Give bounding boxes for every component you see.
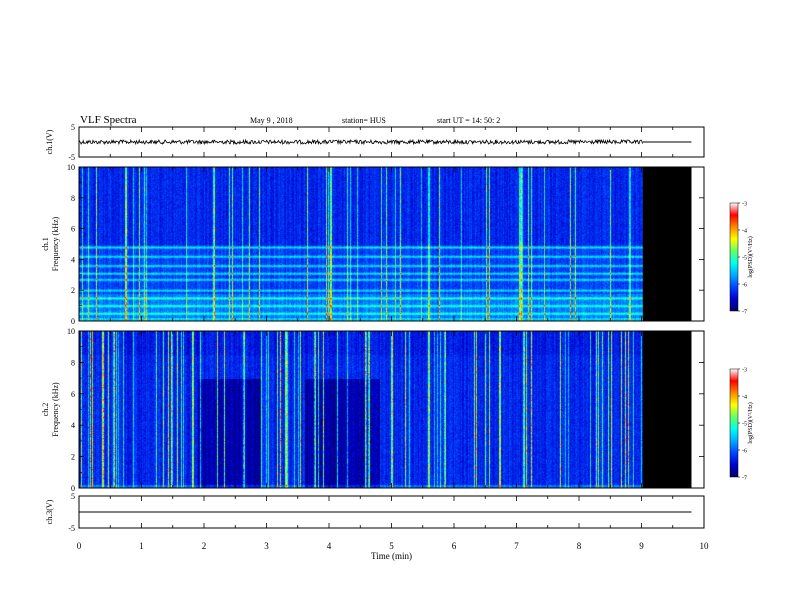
colorbar-tick-label: -4 <box>742 229 747 235</box>
ch2-ylabel-channel: ch.2 <box>41 403 50 417</box>
ch1-waveform-panel: 5 -5 ch.1(V) <box>45 123 705 162</box>
y-tick-label: 4 <box>71 421 75 430</box>
y-tick-label: 10 <box>67 163 75 172</box>
colorbar-tick-label: -3 <box>742 202 747 208</box>
y-tick-label: 5 <box>71 123 75 132</box>
colorbar-tick-label: -5 <box>742 256 747 262</box>
ch3-ylabel: ch.3(V) <box>45 499 54 524</box>
colorbar-tick-label: -4 <box>742 395 747 401</box>
ch2-colorbar-label: log(PSD)(V²/Hz) <box>747 402 754 443</box>
ch1-spectrogram-panel: 0 2 4 6 8 10 ch.1 Frequency (kHz) <box>41 163 705 326</box>
y-tick-label: 4 <box>71 255 75 264</box>
x-axis-label: Time (min) <box>371 551 412 561</box>
y-tick-label: 5 <box>71 492 75 501</box>
colorbar-tick-label: -7 <box>742 476 747 482</box>
y-tick-label: 8 <box>71 194 75 203</box>
ch2-ylabel-frequency: Frequency (kHz) <box>51 382 60 437</box>
x-tick-label: 6 <box>452 541 457 551</box>
ch2-colorbar: -3 -4 -5 -6 -7 log(PSD)(V²/Hz) <box>729 368 754 482</box>
colorbar-tick-label: -6 <box>742 449 747 455</box>
x-tick-label: 4 <box>327 541 332 551</box>
ch1-colorbar-rect <box>729 202 739 312</box>
colorbar-tick-label: -3 <box>742 368 747 374</box>
y-tick-label: 10 <box>67 327 75 336</box>
ch1-ylabel-channel: ch.1 <box>41 237 50 251</box>
ch2-spectrogram-panel: 0 2 4 6 8 10 ch.2 Frequency (kHz) <box>41 327 705 493</box>
x-tick-label: 7 <box>514 541 519 551</box>
ch1-colorbar-label: log(PSD)(V²/Hz) <box>747 236 754 277</box>
x-tick-label: 1 <box>139 541 144 551</box>
y-tick-label: 6 <box>71 225 75 234</box>
ch1-no-data-block <box>642 167 692 321</box>
ch2-spectrogram-image <box>79 331 643 488</box>
x-tick-label: 3 <box>264 541 269 551</box>
ch1-spectrogram-image <box>79 167 643 321</box>
ch2-colorbar-rect <box>729 368 739 478</box>
y-tick-label: 6 <box>71 390 75 399</box>
date-label: May 9 , 2018 <box>250 116 293 125</box>
x-tick-label: 8 <box>577 541 582 551</box>
ch1-colorbar: -3 -4 -5 -6 -7 log(PSD)(V²/Hz) <box>729 202 754 316</box>
y-tick-label: -5 <box>68 524 75 533</box>
x-tick-label: 10 <box>700 541 710 551</box>
ch1-waveform-trace <box>78 138 643 146</box>
y-tick-label: 0 <box>71 484 75 493</box>
y-tick-label: 0 <box>71 317 75 326</box>
colorbar-tick-label: -5 <box>742 422 747 428</box>
ch1-ylabel-frequency: Frequency (kHz) <box>51 216 60 271</box>
figure-title: VLF Spectra <box>80 114 137 126</box>
y-tick-label: 8 <box>71 358 75 367</box>
y-tick-label: 2 <box>71 286 75 295</box>
x-tick-label: 5 <box>389 541 394 551</box>
colorbar-tick-label: -7 <box>742 310 747 316</box>
x-tick-label: 2 <box>202 541 207 551</box>
y-tick-label: 2 <box>71 453 75 462</box>
start-time-label: start UT = 14: 50: 2 <box>437 116 500 125</box>
x-tick-label: 0 <box>77 541 82 551</box>
y-tick-label: -5 <box>68 153 75 162</box>
x-tick-label: 9 <box>639 541 644 551</box>
ch1-ylabel: ch.1(V) <box>45 129 54 154</box>
time-axis: 0 1 2 3 4 5 6 7 8 9 10 Time (min) <box>77 541 709 561</box>
station-label: station= HUS <box>342 116 386 125</box>
colorbar-tick-label: -6 <box>742 283 747 289</box>
ch3-waveform-panel: 5 -5 ch.3(V) <box>45 492 705 533</box>
ch2-no-data-block <box>642 331 692 488</box>
